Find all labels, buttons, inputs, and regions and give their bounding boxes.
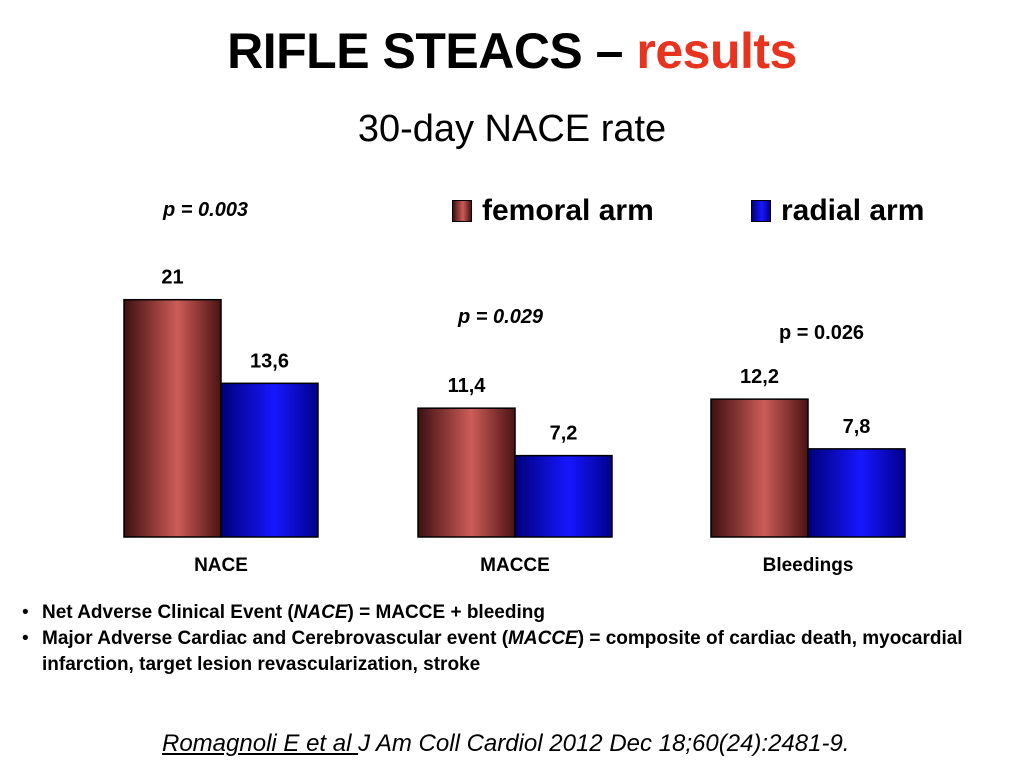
definition-macce-term: MACCE	[508, 628, 578, 649]
slide-title: RIFLE STEACS – results	[0, 22, 1024, 80]
bar-radial-macce	[514, 454, 613, 538]
legend-radial-swatch	[751, 200, 771, 222]
data-label-femoral-bleedings: 12,2	[740, 366, 779, 388]
bar-femoral-macce	[417, 407, 516, 538]
legend-radial-label: radial arm	[781, 194, 925, 227]
definition-macce: • Major Adverse Cardiac and Cerebrovascu…	[22, 626, 982, 678]
data-label-radial-nace: 13,6	[250, 350, 289, 372]
definition-nace-suffix: ) = MACCE + bleeding	[347, 602, 545, 623]
legend-femoral-swatch	[452, 200, 472, 222]
definitions-list: • Net Adverse Clinical Event (NACE) = MA…	[22, 600, 982, 678]
bar-radial-bleedings	[807, 448, 906, 538]
legend-femoral: femoral arm	[452, 194, 654, 228]
definition-macce-prefix: Major Adverse Cardiac and Cerebrovascula…	[42, 628, 509, 649]
definition-nace-term: NACE	[293, 602, 348, 623]
slide-title-accent: results	[636, 23, 797, 79]
data-label-femoral-nace: 21	[161, 267, 183, 289]
bar-chart: 21 13,6 NACE 11,4 7,2 MACCE 12,2 7,8 Bleedings	[123, 267, 906, 576]
legend-femoral-label: femoral arm	[482, 194, 654, 227]
bullet-1: •	[22, 602, 29, 623]
definition-macce-suffix: ) = composite of cardiac death, myocardi…	[42, 628, 963, 675]
p-value-bleedings: p = 0.026	[779, 322, 865, 344]
category-label-macce: MACCE	[480, 555, 550, 576]
citation-reference: J Am Coll Cardiol 2012 Dec 18;60(24):248…	[358, 730, 850, 757]
slide-title-main: RIFLE STEACS –	[227, 23, 637, 79]
citation: Romagnoli E et al J Am Coll Cardiol 2012…	[162, 730, 849, 758]
bar-femoral-bleedings	[710, 398, 809, 538]
data-label-radial-macce: 7,2	[550, 423, 578, 445]
legend-radial: radial arm	[751, 194, 924, 228]
p-value-nace: p = 0.003	[163, 199, 249, 221]
definition-nace: • Net Adverse Clinical Event (NACE) = MA…	[22, 600, 982, 626]
category-label-bleedings: Bleedings	[763, 555, 854, 576]
category-label-nace: NACE	[194, 555, 248, 576]
data-label-radial-bleedings: 7,8	[843, 416, 871, 438]
p-value-macce: p = 0.029	[458, 306, 544, 328]
definition-nace-prefix: Net Adverse Clinical Event (	[42, 602, 294, 623]
bar-radial-nace	[220, 382, 319, 538]
citation-author: Romagnoli E et al	[162, 730, 359, 757]
bullet-2: •	[22, 628, 29, 649]
data-label-femoral-macce: 11,4	[448, 375, 487, 397]
chart-subtitle: 30-day NACE rate	[357, 108, 667, 150]
bar-femoral-nace	[123, 298, 222, 538]
